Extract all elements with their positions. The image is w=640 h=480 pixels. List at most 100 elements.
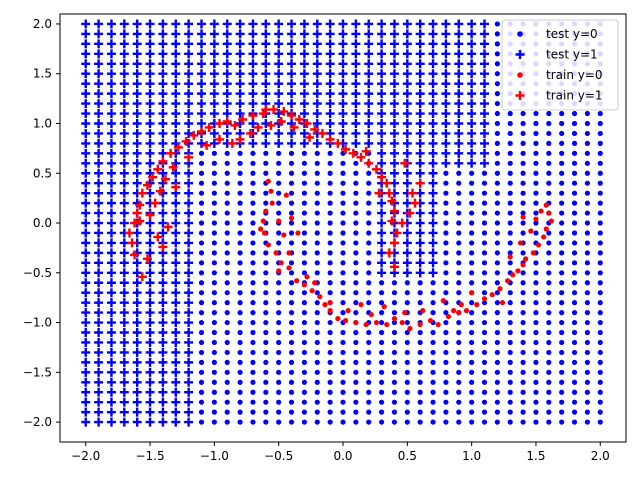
test-point-class1 <box>222 79 232 89</box>
test-point-class0 <box>211 230 217 236</box>
test-point-class0 <box>469 329 475 336</box>
test-point-class1 <box>145 387 155 397</box>
test-point-class0 <box>584 310 591 316</box>
test-point-class0 <box>314 170 320 176</box>
test-point-class0 <box>366 349 372 356</box>
test-point-class0 <box>494 359 500 365</box>
y-tick-label: 1.5 <box>33 67 52 81</box>
test-point-class1 <box>158 19 168 29</box>
train-point-class1 <box>155 186 165 196</box>
test-point-class1 <box>377 89 387 99</box>
test-point-class1 <box>415 168 425 178</box>
test-point-class0 <box>224 190 230 196</box>
test-point-class0 <box>340 190 346 196</box>
test-point-class1 <box>81 218 91 228</box>
train-point-class0 <box>263 208 269 214</box>
test-point-class1 <box>184 347 194 357</box>
test-point-class0 <box>366 170 372 176</box>
test-point-class0 <box>224 319 230 326</box>
y-tick-label: 0.5 <box>33 166 52 180</box>
test-point-class0 <box>533 409 539 415</box>
legend-marker-plus <box>515 91 525 100</box>
test-point-class0 <box>211 270 217 276</box>
train-point-class1 <box>400 158 410 168</box>
test-point-class1 <box>158 288 168 298</box>
test-point-class1 <box>158 208 168 218</box>
test-point-class0 <box>507 200 513 206</box>
test-point-class0 <box>327 220 333 226</box>
test-point-class0 <box>597 190 603 196</box>
test-point-class0 <box>340 240 346 246</box>
test-point-class0 <box>327 210 333 216</box>
test-point-class0 <box>469 409 475 415</box>
test-point-class0 <box>224 339 230 346</box>
test-point-class1 <box>364 19 374 29</box>
test-point-class0 <box>237 200 243 206</box>
test-point-class0 <box>494 210 500 216</box>
test-point-class0 <box>559 409 565 415</box>
test-point-class1 <box>171 69 181 79</box>
test-point-class0 <box>507 399 513 405</box>
test-point-class0 <box>546 310 552 316</box>
train-point-class1 <box>387 216 397 226</box>
test-point-class1 <box>184 238 194 248</box>
train-point-class0 <box>499 300 506 306</box>
test-point-class0 <box>494 51 500 57</box>
test-point-class1 <box>480 39 489 49</box>
test-point-class0 <box>546 230 552 236</box>
test-point-class0 <box>533 339 539 346</box>
test-point-class0 <box>481 329 488 336</box>
test-point-class1 <box>106 178 116 188</box>
test-point-class0 <box>250 300 256 306</box>
test-point-class1 <box>402 99 412 109</box>
test-point-class0 <box>211 170 217 176</box>
test-point-class0 <box>224 240 230 246</box>
test-point-class0 <box>533 300 539 306</box>
test-point-class0 <box>237 210 243 216</box>
test-point-class1 <box>119 39 129 49</box>
test-point-class0 <box>507 260 513 266</box>
test-point-class0 <box>250 290 256 296</box>
test-point-class1 <box>261 39 271 49</box>
test-point-class1 <box>248 69 258 79</box>
test-point-class1 <box>119 188 129 198</box>
test-point-class0 <box>250 270 256 276</box>
test-point-class1 <box>299 39 309 49</box>
test-point-class0 <box>404 419 410 425</box>
test-point-class0 <box>520 319 526 326</box>
test-point-class0 <box>276 409 282 415</box>
test-point-class0 <box>481 230 488 236</box>
test-point-class1 <box>94 39 104 49</box>
test-point-class0 <box>391 379 398 385</box>
test-point-class1 <box>312 59 322 69</box>
train-point-class0 <box>381 304 387 310</box>
test-point-class1 <box>119 248 129 258</box>
test-point-class0 <box>276 170 282 176</box>
train-point-class0 <box>283 192 289 198</box>
test-point-class0 <box>533 170 539 176</box>
train-point-class1 <box>389 262 399 272</box>
test-point-class1 <box>132 109 142 119</box>
test-point-class0 <box>198 349 205 356</box>
test-point-class0 <box>546 280 552 286</box>
test-point-class0 <box>224 180 230 186</box>
test-point-class0 <box>520 280 526 286</box>
test-point-class1 <box>145 248 155 258</box>
test-point-class1 <box>81 278 91 288</box>
plot-area <box>81 19 603 427</box>
test-point-class0 <box>571 419 578 425</box>
test-point-class0 <box>263 160 269 166</box>
test-point-class0 <box>378 369 385 375</box>
test-point-class1 <box>428 29 438 39</box>
test-point-class0 <box>494 110 500 117</box>
test-point-class0 <box>327 359 333 365</box>
test-point-class1 <box>119 69 129 79</box>
test-point-class0 <box>481 240 488 246</box>
test-point-class0 <box>327 160 333 166</box>
test-point-class1 <box>106 288 116 298</box>
test-point-class1 <box>94 367 104 377</box>
test-point-class0 <box>263 310 269 316</box>
test-point-class0 <box>571 140 578 146</box>
test-point-class0 <box>469 349 475 356</box>
test-point-class0 <box>366 270 372 276</box>
